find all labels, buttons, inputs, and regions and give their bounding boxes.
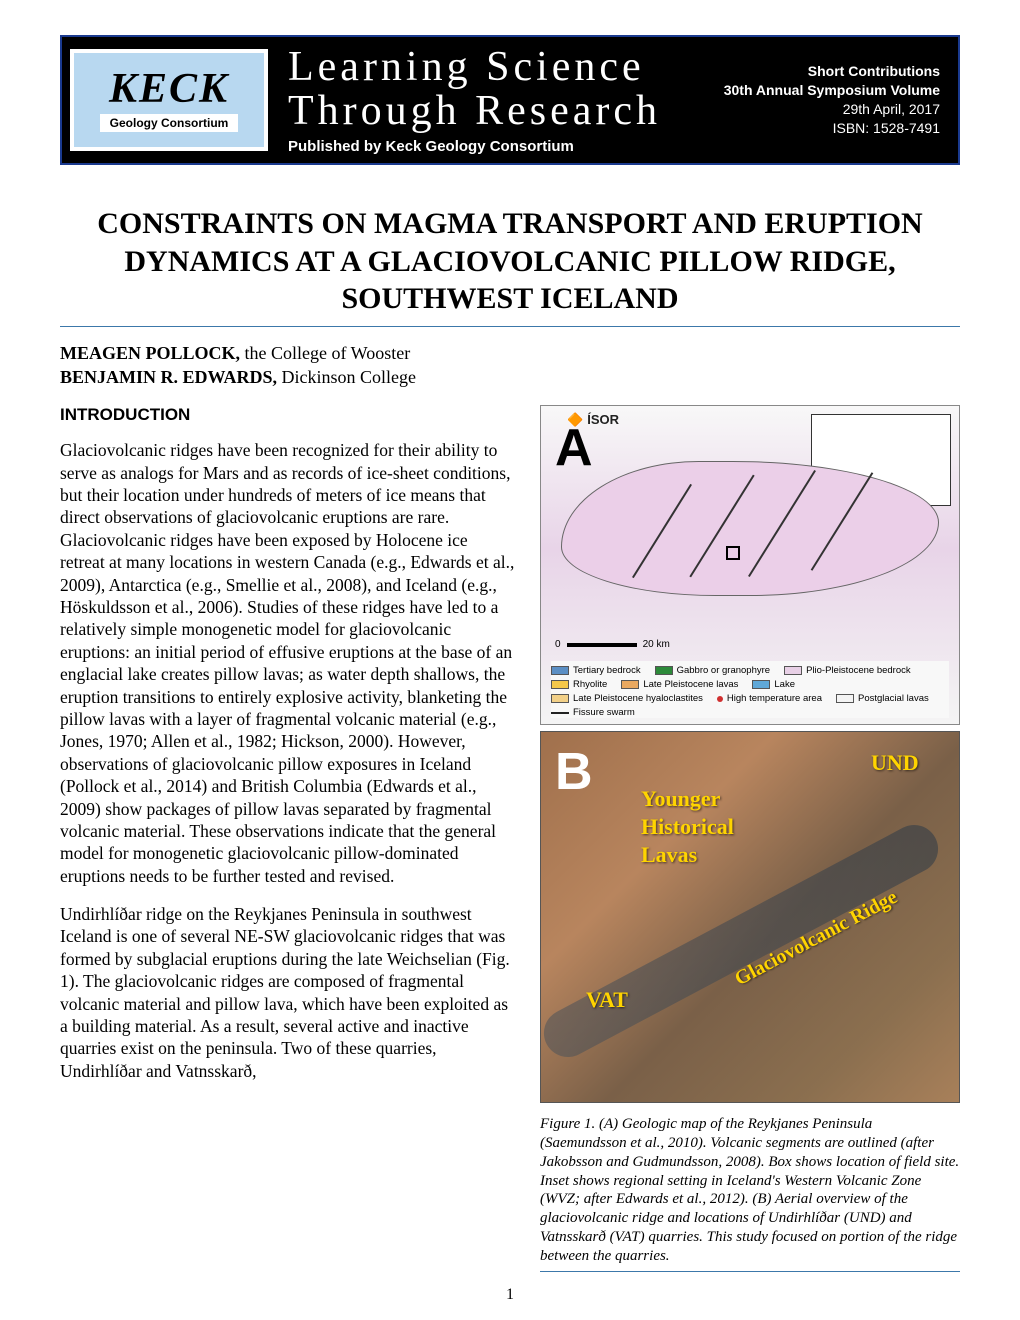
author-2-name: BENJAMIN R. EDWARDS, <box>60 367 277 387</box>
figure-a-label: A <box>555 418 593 478</box>
meta-line2: 30th Annual Symposium Volume <box>724 81 940 100</box>
scale-dist: 20 km <box>643 639 670 650</box>
legend-swatch <box>655 666 673 675</box>
banner-publisher: Published by Keck Geology Consortium <box>288 138 704 155</box>
legend-swatch <box>784 666 802 675</box>
author-1-name: MEAGEN POLLOCK, <box>60 343 240 363</box>
page-number: 1 <box>506 1286 514 1304</box>
legend-label: Late Pleistocene hyaloclastites <box>573 693 703 704</box>
banner-title-line1: Learning Science <box>288 45 704 89</box>
legend-swatch <box>621 680 639 689</box>
paper-title: CONSTRAINTS ON MAGMA TRANSPORT AND ERUPT… <box>60 205 960 318</box>
legend-label: High temperature area <box>727 693 822 704</box>
legend-item: Lake <box>752 679 795 690</box>
left-column: INTRODUCTION Glaciovolcanic ridges have … <box>60 405 516 1272</box>
banner-meta: Short Contributions 30th Annual Symposiu… <box>724 62 950 138</box>
legend-swatch <box>551 712 569 714</box>
author-2-affil: Dickinson College <box>277 367 416 387</box>
legend-label: Lake <box>774 679 795 690</box>
logo-text-top: KECK <box>109 68 229 110</box>
figure-a-legend: Tertiary bedrock Gabbro or granophyre Plio… <box>551 661 949 718</box>
legend-item: Rhyolite <box>551 679 607 690</box>
legend-label: Plio-Pleistocene bedrock <box>806 665 911 676</box>
legend-label: Tertiary bedrock <box>573 665 641 676</box>
figure-annotation: Historical <box>641 814 734 840</box>
body-text: Glaciovolcanic ridges have been recogniz… <box>60 439 516 1082</box>
figure-a-map: 🔶 ÍSOR A 0 20 km Tertiary bedrockGabbro … <box>540 405 960 725</box>
legend-item: Gabbro or granophyre <box>655 665 770 676</box>
field-site-box <box>726 546 740 560</box>
legend-item: Late Pleistocene hyaloclastites <box>551 693 703 704</box>
paragraph-2: Undirhlíðar ridge on the Reykjanes Penin… <box>60 903 516 1082</box>
author-1-affil: the College of Wooster <box>240 343 410 363</box>
meta-date: 29th April, 2017 <box>724 100 940 119</box>
logo-text-bottom: Geology Consortium <box>100 114 239 132</box>
section-heading: INTRODUCTION <box>60 405 516 425</box>
paragraph-1: Glaciovolcanic ridges have been recogniz… <box>60 439 516 887</box>
authors-block: MEAGEN POLLOCK, the College of Wooster B… <box>60 341 960 390</box>
legend-item: High temperature area <box>717 693 822 704</box>
right-column: 🔶 ÍSOR A 0 20 km Tertiary bedrockGabbro … <box>540 405 960 1272</box>
meta-line1: Short Contributions <box>724 62 940 81</box>
title-rule <box>60 326 960 327</box>
scale-bar: 0 20 km <box>555 639 670 650</box>
legend-label: Postglacial lavas <box>858 693 929 704</box>
legend-swatch <box>551 694 569 703</box>
ridge-shape <box>540 817 947 1066</box>
author-1: MEAGEN POLLOCK, the College of Wooster <box>60 341 960 365</box>
scale-segment <box>567 643 637 647</box>
content-columns: INTRODUCTION Glaciovolcanic ridges have … <box>60 405 960 1272</box>
legend-swatch <box>551 680 569 689</box>
legend-item: Plio-Pleistocene bedrock <box>784 665 911 676</box>
legend-item: Fissure swarm <box>551 707 635 718</box>
legend-label: Fissure swarm <box>573 707 635 718</box>
legend-item: Postglacial lavas <box>836 693 929 704</box>
keck-logo: KECK Geology Consortium <box>70 49 268 151</box>
figure-annotation: VAT <box>586 987 628 1013</box>
figure-caption: Figure 1. (A) Geologic map of the Reykja… <box>540 1115 960 1272</box>
figure-annotation: Lavas <box>641 842 697 868</box>
header-banner: KECK Geology Consortium Learning Science… <box>60 35 960 165</box>
author-2: BENJAMIN R. EDWARDS, Dickinson College <box>60 365 960 389</box>
legend-item: Tertiary bedrock <box>551 665 641 676</box>
legend-swatch <box>752 680 770 689</box>
scale-zero: 0 <box>555 639 561 650</box>
legend-swatch <box>551 666 569 675</box>
meta-isbn: ISBN: 1528-7491 <box>724 119 940 138</box>
banner-title-block: Learning Science Through Research Publis… <box>288 45 704 155</box>
legend-item: Late Pleistocene lavas <box>621 679 738 690</box>
legend-label: Late Pleistocene lavas <box>643 679 738 690</box>
legend-label: Rhyolite <box>573 679 607 690</box>
legend-label: Gabbro or granophyre <box>677 665 770 676</box>
figure-b-label: B <box>555 742 593 802</box>
figure-b-aerial: B UNDYoungerHistoricalLavasVAT Glaciovol… <box>540 731 960 1103</box>
figure-annotation: Younger <box>641 786 720 812</box>
figure-annotation: UND <box>871 750 919 776</box>
legend-swatch <box>717 696 723 702</box>
legend-swatch <box>836 694 854 703</box>
banner-title-line2: Through Research <box>288 89 704 133</box>
